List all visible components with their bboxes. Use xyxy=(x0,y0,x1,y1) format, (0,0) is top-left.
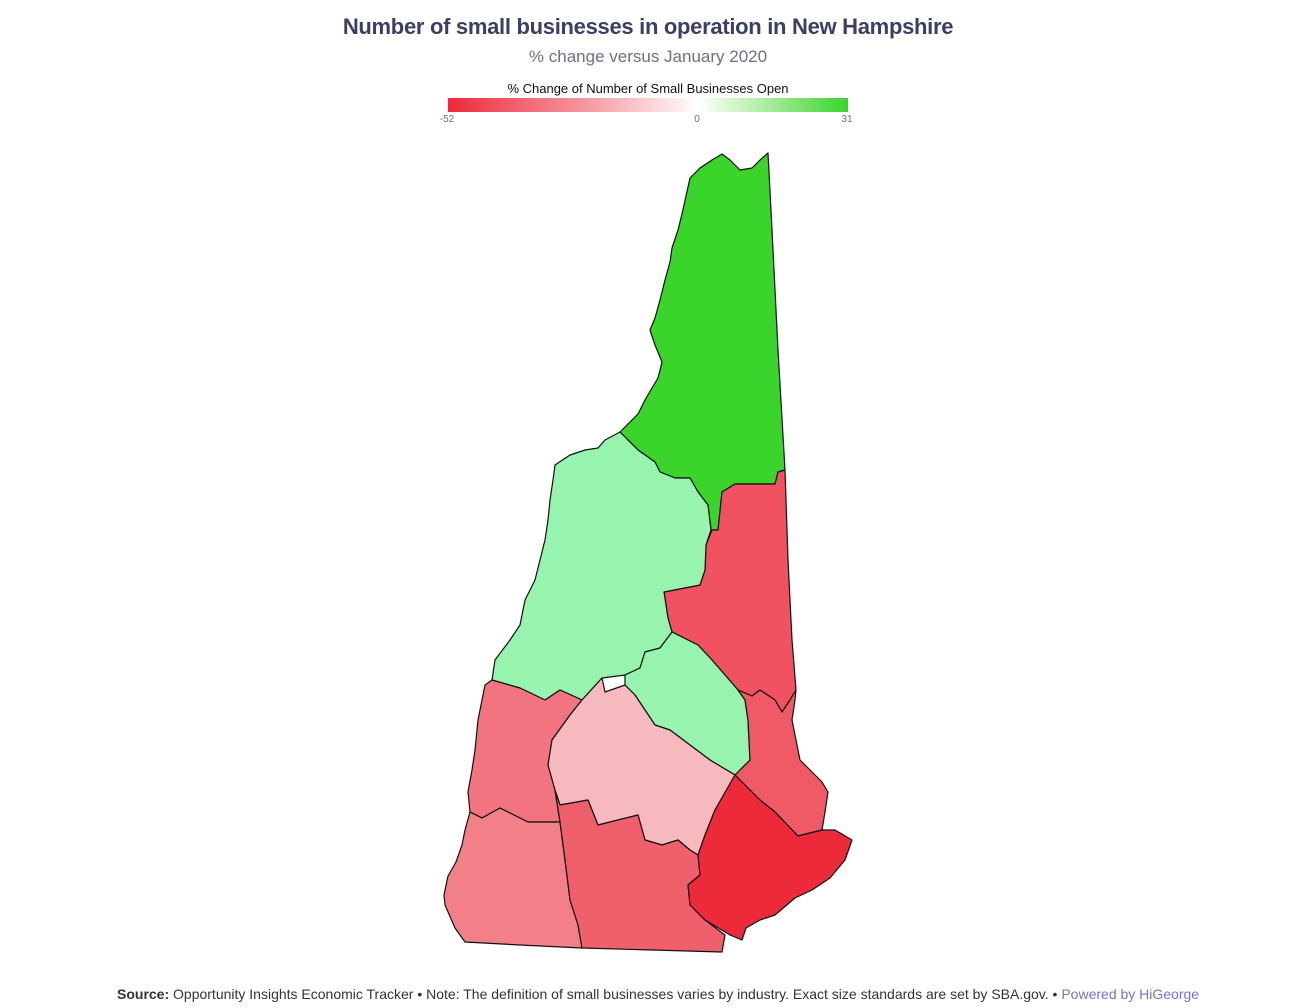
powered-by-link[interactable]: Powered by HiGeorge xyxy=(1061,986,1200,1002)
legend-title: % Change of Number of Small Businesses O… xyxy=(507,81,789,96)
footer-source-label: Source: xyxy=(117,986,170,1002)
legend-max-label: 31 xyxy=(841,114,853,125)
legend-mid-label: 0 xyxy=(694,114,700,125)
county-strafford[interactable] xyxy=(734,689,829,837)
map-title: Number of small businesses in operation … xyxy=(342,14,954,39)
footer-source-line: Source: Opportunity Insights Economic Tr… xyxy=(117,986,1199,1002)
footer-source-text: Opportunity Insights Economic Tracker • … xyxy=(173,986,1058,1002)
county-rockingham[interactable] xyxy=(687,774,853,941)
color-scale-bar xyxy=(448,98,848,112)
legend-min-label: -52 xyxy=(439,114,455,125)
map-subtitle: % change versus January 2020 xyxy=(528,47,768,66)
county-cheshire[interactable] xyxy=(443,807,583,949)
